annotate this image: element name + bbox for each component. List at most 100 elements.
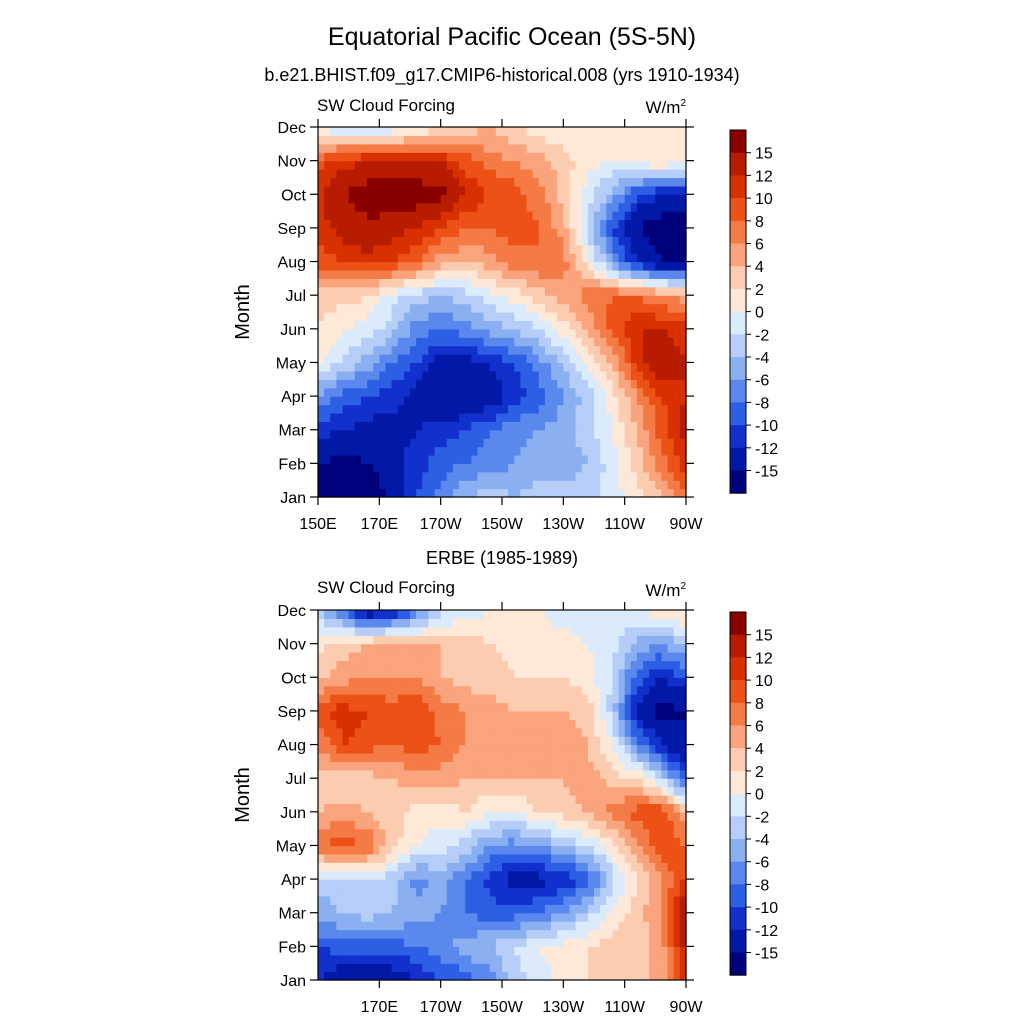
heatmap-cell bbox=[538, 879, 546, 889]
heatmap-cell bbox=[446, 471, 454, 481]
heatmap-cell bbox=[416, 929, 423, 939]
heatmap-cell bbox=[557, 211, 564, 221]
heatmap-cell bbox=[434, 421, 442, 431]
heatmap-cell bbox=[348, 387, 356, 397]
heatmap-cell bbox=[452, 194, 460, 204]
heatmap-cell bbox=[471, 895, 479, 905]
heatmap-cell bbox=[643, 837, 650, 847]
heatmap-cell bbox=[385, 752, 393, 762]
heatmap-cell bbox=[563, 769, 571, 779]
heatmap-cell bbox=[446, 194, 454, 204]
heatmap-cell bbox=[551, 269, 558, 279]
heatmap-cell bbox=[330, 480, 337, 490]
heatmap-cell bbox=[655, 769, 663, 779]
heatmap-cell bbox=[508, 786, 515, 796]
heatmap-cell bbox=[452, 954, 460, 964]
heatmap-cell bbox=[544, 236, 552, 246]
heatmap-cell bbox=[557, 269, 564, 279]
heatmap-cell bbox=[446, 912, 454, 922]
heatmap-cell bbox=[655, 694, 663, 704]
heatmap-cell bbox=[336, 921, 344, 931]
heatmap-cell bbox=[324, 677, 331, 687]
heatmap-cell bbox=[612, 778, 620, 788]
heatmap-cell bbox=[434, 752, 442, 762]
heatmap-cell bbox=[606, 152, 613, 162]
heatmap-cell bbox=[348, 870, 356, 880]
heatmap-cell bbox=[446, 480, 454, 490]
heatmap-cell bbox=[397, 946, 405, 956]
y-tick-label: Aug bbox=[278, 255, 306, 272]
heatmap-cell bbox=[330, 811, 337, 821]
heatmap-cell bbox=[422, 895, 429, 905]
heatmap-cell bbox=[667, 236, 675, 246]
heatmap-cell bbox=[330, 320, 337, 330]
heatmap-cell bbox=[600, 744, 607, 754]
heatmap-cell bbox=[397, 929, 405, 939]
heatmap-cell bbox=[428, 668, 436, 678]
heatmap-cell bbox=[422, 828, 429, 838]
heatmap-cell bbox=[385, 719, 393, 729]
heatmap-cell bbox=[630, 438, 638, 448]
heatmap-cell bbox=[526, 135, 534, 145]
heatmap-cell bbox=[367, 921, 374, 931]
heatmap-cell bbox=[446, 454, 454, 464]
heatmap-cell bbox=[403, 736, 411, 746]
heatmap-cell bbox=[471, 261, 479, 271]
heatmap-cell bbox=[385, 946, 393, 956]
heatmap-cell bbox=[581, 921, 589, 931]
heatmap-cell bbox=[348, 677, 356, 687]
heatmap-cell bbox=[385, 778, 393, 788]
heatmap-cell bbox=[520, 278, 528, 288]
heatmap-cell bbox=[416, 820, 423, 830]
heatmap-cell bbox=[600, 169, 607, 179]
heatmap-cell bbox=[612, 853, 620, 863]
heatmap-cell bbox=[526, 236, 534, 246]
heatmap-cell bbox=[575, 937, 583, 947]
heatmap-cell bbox=[391, 362, 399, 372]
heatmap-cell bbox=[655, 480, 663, 490]
heatmap-cell bbox=[544, 694, 552, 704]
heatmap-cell bbox=[397, 269, 405, 279]
heatmap-cell bbox=[440, 744, 448, 754]
heatmap-cell bbox=[600, 895, 607, 905]
heatmap-cell bbox=[649, 320, 656, 330]
heatmap-cell bbox=[532, 828, 540, 838]
heatmap-cell bbox=[452, 963, 460, 973]
heatmap-cell bbox=[348, 261, 356, 271]
heatmap-cell bbox=[557, 921, 564, 931]
heatmap-cell bbox=[336, 152, 344, 162]
heatmap-cell bbox=[471, 278, 479, 288]
heatmap-cell bbox=[612, 736, 620, 746]
heatmap-cell bbox=[416, 194, 423, 204]
heatmap-cell bbox=[502, 438, 509, 448]
heatmap-cell bbox=[606, 303, 613, 313]
heatmap-cell bbox=[624, 463, 632, 473]
heatmap-cell bbox=[532, 244, 540, 254]
heatmap-cell bbox=[667, 921, 675, 931]
heatmap-cell bbox=[532, 668, 540, 678]
heatmap-cell bbox=[367, 429, 374, 439]
heatmap-cell bbox=[624, 202, 632, 212]
heatmap-cell bbox=[422, 912, 429, 922]
heatmap-cell bbox=[612, 471, 620, 481]
heatmap-cell bbox=[649, 862, 656, 872]
heatmap-cell bbox=[324, 694, 331, 704]
heatmap-cell bbox=[440, 480, 448, 490]
heatmap-cell bbox=[575, 253, 583, 263]
heatmap-cell bbox=[379, 404, 387, 414]
heatmap-cell bbox=[508, 135, 515, 145]
heatmap-cell bbox=[679, 862, 687, 872]
heatmap-cell bbox=[385, 412, 393, 422]
heatmap-cell bbox=[403, 177, 411, 187]
heatmap-cell bbox=[624, 446, 632, 456]
heatmap-cell bbox=[348, 971, 356, 981]
heatmap-cell bbox=[428, 702, 436, 712]
heatmap-cell bbox=[336, 354, 344, 364]
heatmap-cell bbox=[440, 202, 448, 212]
heatmap-cell bbox=[477, 736, 485, 746]
heatmap-cell bbox=[612, 904, 620, 914]
heatmap-cell bbox=[618, 370, 626, 380]
heatmap-cell bbox=[636, 769, 644, 779]
heatmap-cell bbox=[643, 135, 650, 145]
heatmap-cell bbox=[367, 828, 374, 838]
